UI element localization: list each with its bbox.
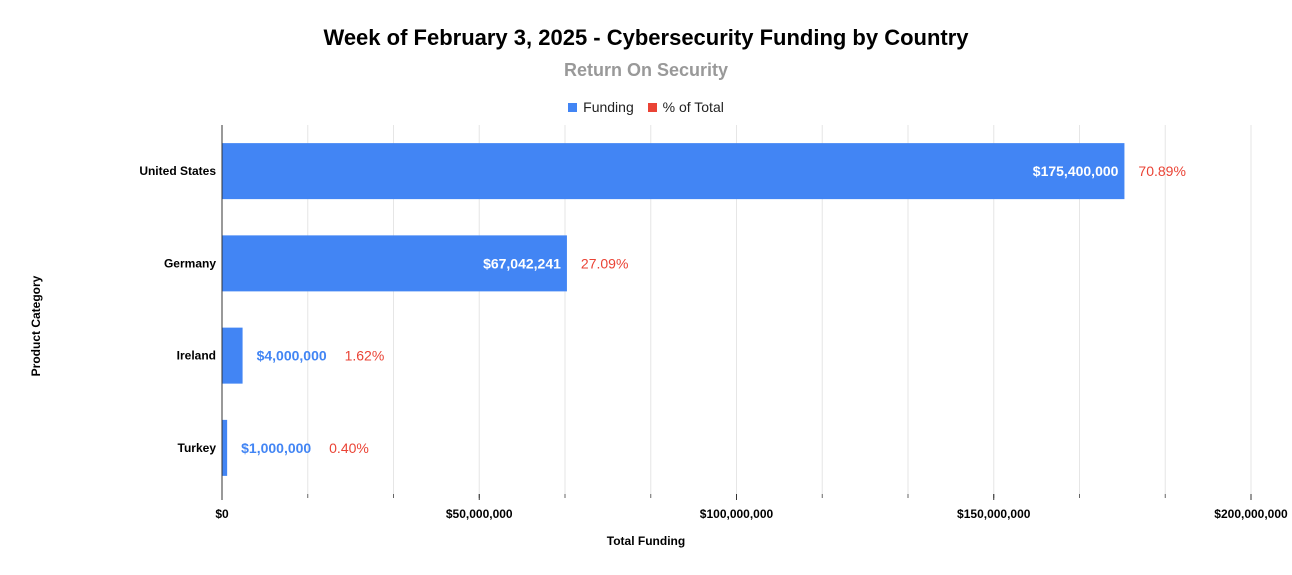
y-tick-label: Ireland: [177, 349, 216, 363]
x-tick-label: $50,000,000: [446, 507, 513, 521]
legend-item-funding: Funding: [568, 99, 634, 115]
bar-germany: [222, 235, 567, 292]
y-tick-label: Turkey: [178, 441, 217, 455]
x-axis-title: Total Funding: [606, 534, 686, 548]
data-label-percent: 27.09%: [581, 255, 628, 271]
legend-label-percent: % of Total: [662, 99, 724, 115]
data-label-funding: $67,042,241: [483, 255, 561, 271]
data-label-funding: $175,400,000: [1033, 163, 1119, 179]
legend-swatch-percent: [647, 103, 657, 112]
x-tick-label: $150,000,000: [957, 507, 1031, 521]
bar-ireland: [222, 327, 243, 384]
data-label-percent: 1.62%: [345, 348, 385, 364]
chart-subtitle: Return On Security: [563, 60, 729, 80]
data-label-funding: $4,000,000: [257, 348, 327, 364]
data-label-percent: 0.40%: [329, 440, 369, 456]
y-tick-label: United States: [139, 164, 216, 178]
chart-title: Week of February 3, 2025 - Cybersecurity…: [323, 25, 969, 50]
y-axis-title: Product Category: [29, 275, 43, 377]
y-tick-label: Germany: [164, 256, 216, 270]
x-tick-label: $200,000,000: [1214, 507, 1288, 521]
bar-turkey: [222, 419, 228, 476]
data-label-funding: $1,000,000: [241, 440, 311, 456]
data-label-percent: 70.89%: [1138, 163, 1185, 179]
legend-item-percent: % of Total: [647, 99, 724, 115]
bar-united-states: [222, 143, 1125, 200]
legend-swatch-funding: [568, 103, 578, 112]
x-tick-label: $100,000,000: [700, 507, 774, 521]
chart-legend: Funding % of Total: [0, 99, 1292, 115]
legend-label-funding: Funding: [583, 99, 634, 115]
x-tick-label: $0: [215, 507, 229, 521]
